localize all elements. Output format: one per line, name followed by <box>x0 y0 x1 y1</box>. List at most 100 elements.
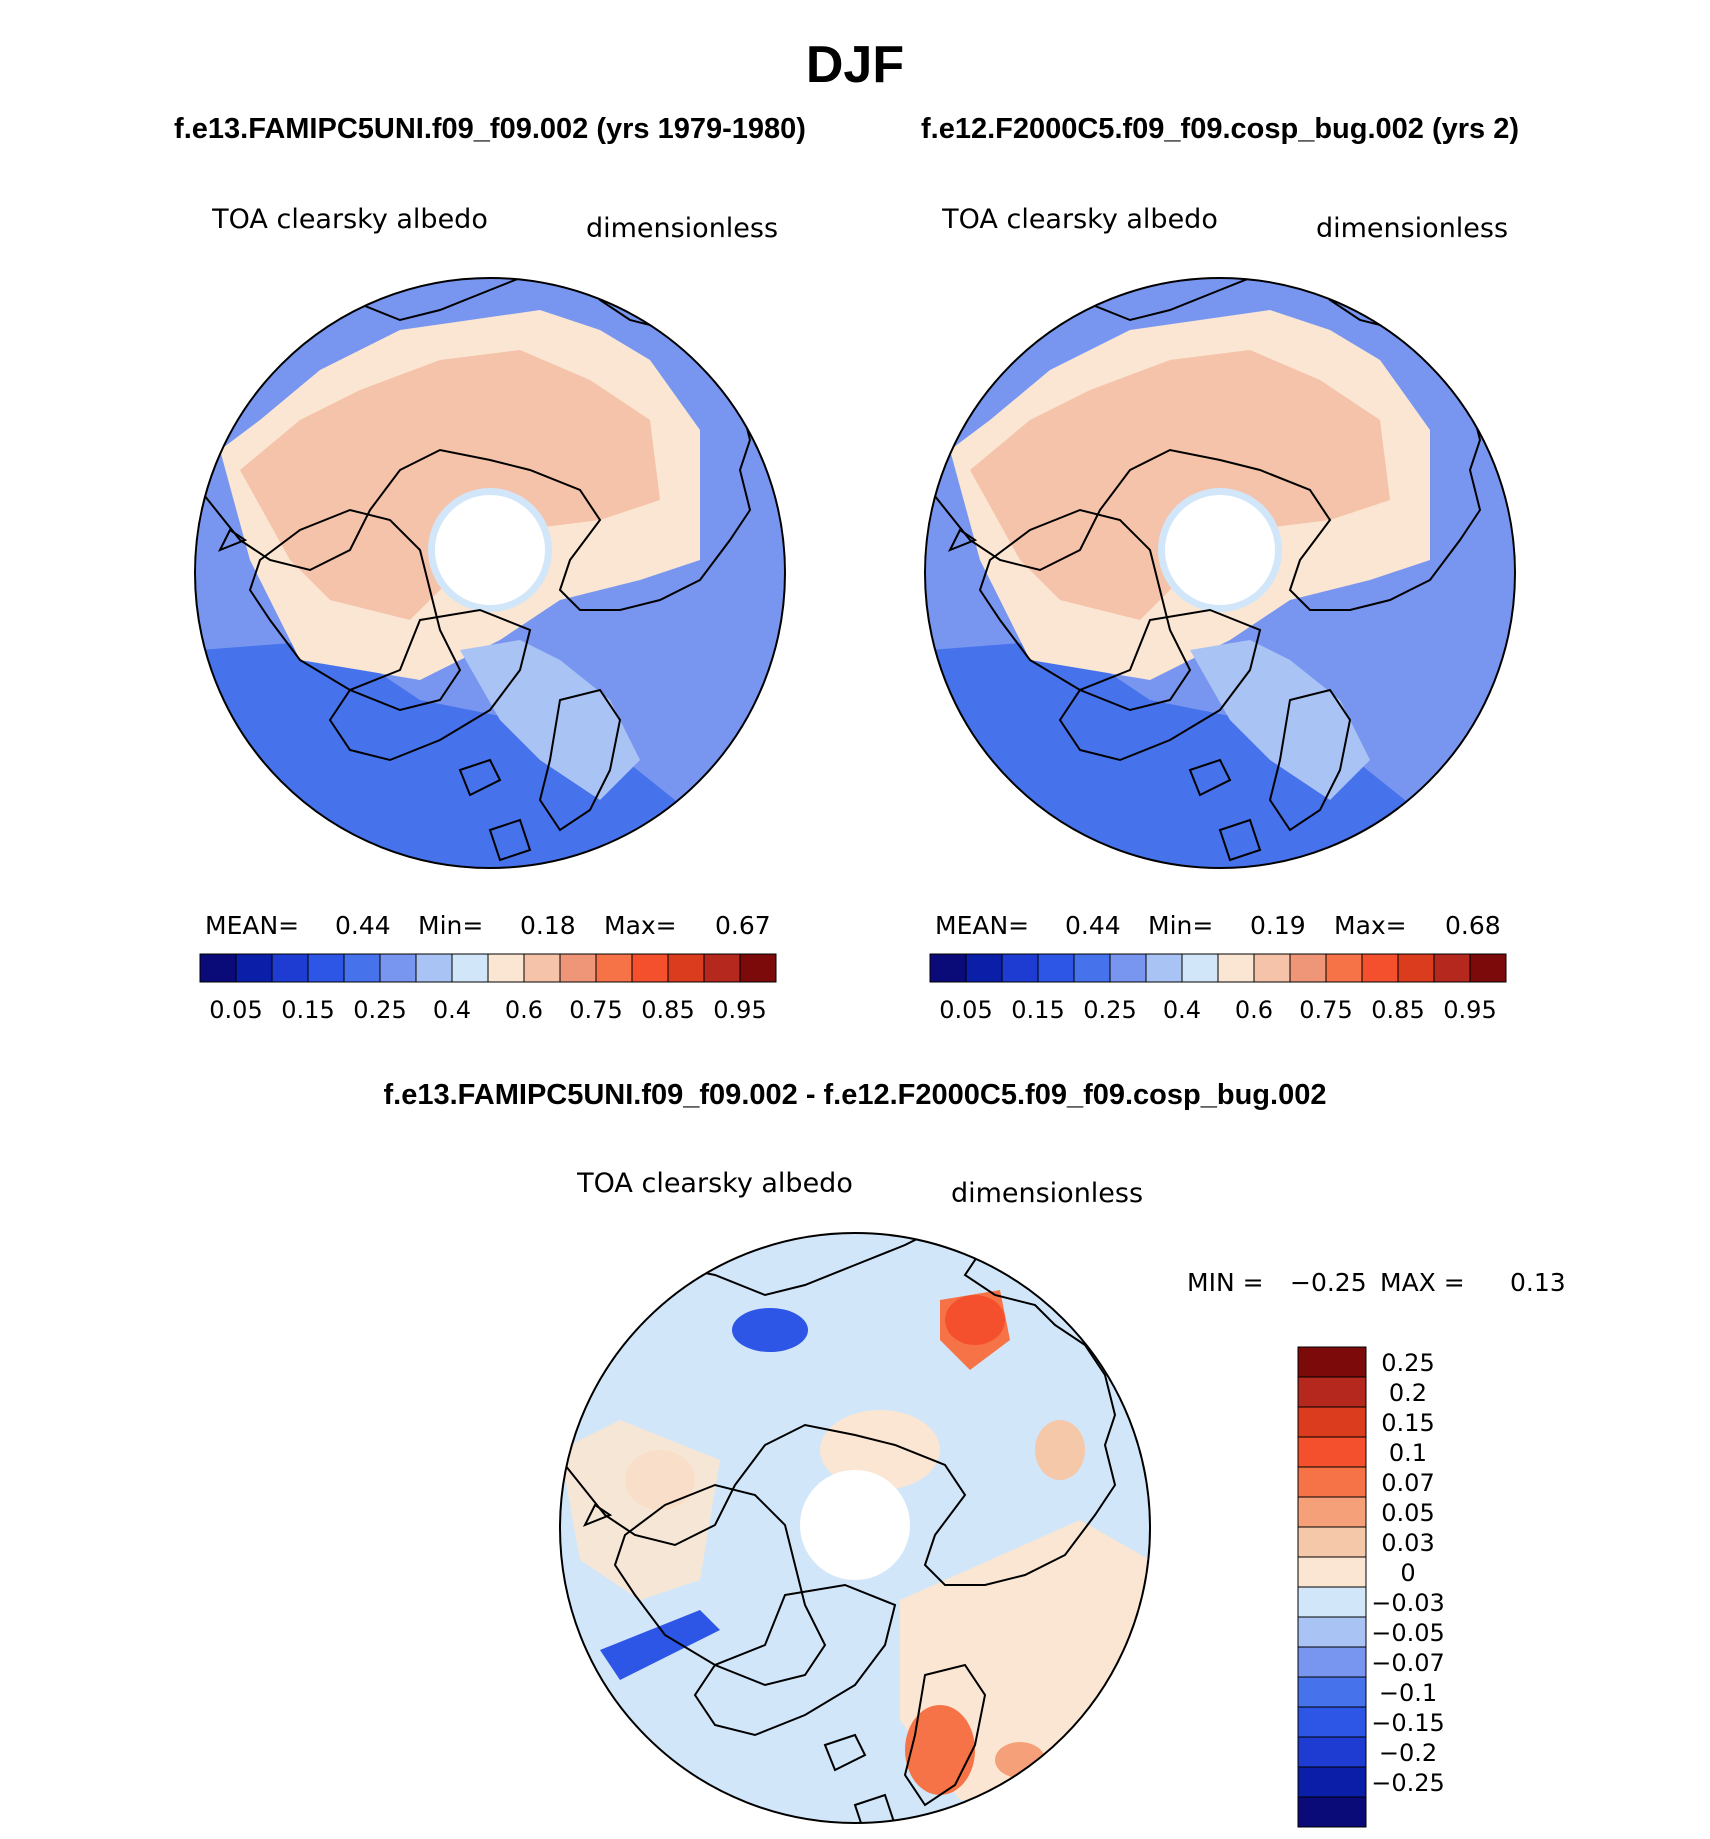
colorbar-tick-label: 0.4 <box>1163 996 1201 1024</box>
stat-min-b: 0.19 <box>1250 911 1306 940</box>
colorbar-tick-label: −0.15 <box>1371 1709 1445 1737</box>
colorbar-box <box>1469 953 1507 983</box>
colorbar-tick-label: −0.03 <box>1371 1589 1445 1617</box>
panel-b-units: dimensionless <box>1316 213 1508 244</box>
colorbar-box <box>1297 1646 1367 1678</box>
panel-difference: TOA clearsky albedo dimensionless <box>559 1168 1151 1824</box>
stat-max-a: 0.67 <box>715 911 771 940</box>
colorbar-b: 0.05 0.15 0.25 0.4 0.6 0.75 0.85 0.95 <box>929 953 1507 1024</box>
diff-min: −0.25 <box>1290 1268 1367 1297</box>
stat-max-label-b: Max= <box>1334 911 1407 940</box>
panel-a-units: dimensionless <box>586 213 778 244</box>
colorbar-box <box>1297 1496 1367 1528</box>
colorbar-box <box>1037 953 1075 983</box>
stat-min-label-a: Min= <box>418 911 483 940</box>
colorbar-tick-label: 0.05 <box>939 996 992 1024</box>
stat-max-b: 0.68 <box>1445 911 1501 940</box>
colorbar-tick-label: 0.03 <box>1381 1529 1434 1557</box>
colorbar-box <box>307 953 345 983</box>
colorbar-box <box>271 953 309 983</box>
colorbar-box <box>559 953 597 983</box>
colorbar-box <box>1397 953 1435 983</box>
colorbar-box <box>1073 953 1111 983</box>
colorbar-box <box>1297 1586 1367 1618</box>
diff-units: dimensionless <box>951 1178 1143 1209</box>
colorbar-box <box>1181 953 1219 983</box>
colorbar-tick-label: 0.6 <box>1235 996 1273 1024</box>
colorbar-a: 0.05 0.15 0.25 0.4 0.6 0.75 0.85 0.95 <box>199 953 777 1024</box>
stat-min-a: 0.18 <box>520 911 576 940</box>
colorbar-tick-label: 0.95 <box>1443 996 1496 1024</box>
colorbar-box <box>235 953 273 983</box>
colorbar-box <box>487 953 525 983</box>
panel-b-variable: TOA clearsky albedo <box>941 204 1218 235</box>
run-a-title: f.e13.FAMIPC5UNI.f09_f09.002 (yrs 1979-1… <box>174 113 806 145</box>
colorbar-box <box>1297 1526 1367 1558</box>
colorbar-tick-label: −0.05 <box>1371 1619 1445 1647</box>
colorbar-box <box>1297 1736 1367 1768</box>
colorbar-box <box>343 953 381 983</box>
colorbar-tick-label: 0.05 <box>1381 1499 1434 1527</box>
colorbar-tick-label: 0.75 <box>569 996 622 1024</box>
colorbar-box <box>451 953 489 983</box>
colorbar-box <box>415 953 453 983</box>
colorbar-box <box>1297 1346 1367 1378</box>
colorbar-tick-label: 0.95 <box>713 996 766 1024</box>
colorbar-box <box>1145 953 1183 983</box>
colorbar-box <box>1297 1766 1367 1798</box>
colorbar-tick-label: 0.6 <box>505 996 543 1024</box>
colorbar-box <box>1433 953 1471 983</box>
stat-mean-label-b: MEAN= <box>935 911 1029 940</box>
colorbar-tick-label: 0.85 <box>641 996 694 1024</box>
colorbar-tick-label: 0.75 <box>1299 996 1352 1024</box>
colorbar-box <box>667 953 705 983</box>
colorbar-box <box>199 953 237 983</box>
colorbar-tick-label: 0.15 <box>281 996 334 1024</box>
colorbar-tick-label: 0.25 <box>1083 996 1136 1024</box>
stat-max-label-a: Max= <box>604 911 677 940</box>
colorbar-box <box>1297 1406 1367 1438</box>
colorbar-tick-label: −0.07 <box>1371 1649 1445 1677</box>
panel-run-b: TOA clearsky albedo dimensionless <box>924 204 1516 869</box>
colorbar-box <box>1297 1376 1367 1408</box>
colorbar-tick-label: 0.25 <box>1381 1349 1434 1377</box>
colorbar-tick-label: 0.05 <box>209 996 262 1024</box>
diff-stats: MIN = −0.25 MAX = 0.13 <box>1187 1268 1566 1297</box>
stat-mean-a: 0.44 <box>335 911 391 940</box>
colorbar-tick-label: 0.07 <box>1381 1469 1434 1497</box>
colorbar-box <box>1217 953 1255 983</box>
colorbar-box <box>1297 1706 1367 1738</box>
colorbar-box <box>1297 1796 1367 1828</box>
colorbar-box <box>1297 1436 1367 1468</box>
colorbar-tick-label: 0.25 <box>353 996 406 1024</box>
colorbar-tick-label: 0.2 <box>1389 1379 1427 1407</box>
colorbar-box <box>1297 1466 1367 1498</box>
colorbar-tick-label: −0.2 <box>1379 1739 1437 1767</box>
colorbar-box <box>703 953 741 983</box>
colorbar-tick-label: 0.1 <box>1389 1439 1427 1467</box>
colorbar-box <box>1001 953 1039 983</box>
colorbar-tick-label: −0.1 <box>1379 1679 1437 1707</box>
colorbar-box <box>1297 1616 1367 1648</box>
diff-max: 0.13 <box>1510 1268 1566 1297</box>
colorbar-box <box>379 953 417 983</box>
colorbar-box <box>1253 953 1291 983</box>
panel-a-stats: MEAN= 0.44 Min= 0.18 Max= 0.67 <box>205 911 771 940</box>
stat-mean-b: 0.44 <box>1065 911 1121 940</box>
colorbar-box <box>1325 953 1363 983</box>
colorbar-box <box>1289 953 1327 983</box>
colorbar-box <box>965 953 1003 983</box>
colorbar-tick-label: 0.15 <box>1011 996 1064 1024</box>
colorbar-box <box>1109 953 1147 983</box>
colorbar-box <box>523 953 561 983</box>
diff-variable: TOA clearsky albedo <box>576 1168 853 1199</box>
colorbar-box <box>929 953 967 983</box>
panel-a-variable: TOA clearsky albedo <box>211 204 488 235</box>
colorbar-box <box>739 953 777 983</box>
colorbar-box <box>631 953 669 983</box>
colorbar-box <box>1297 1556 1367 1588</box>
diff-max-label: MAX = <box>1380 1268 1465 1297</box>
colorbar-tick-label: 0.15 <box>1381 1409 1434 1437</box>
stat-min-label-b: Min= <box>1148 911 1213 940</box>
